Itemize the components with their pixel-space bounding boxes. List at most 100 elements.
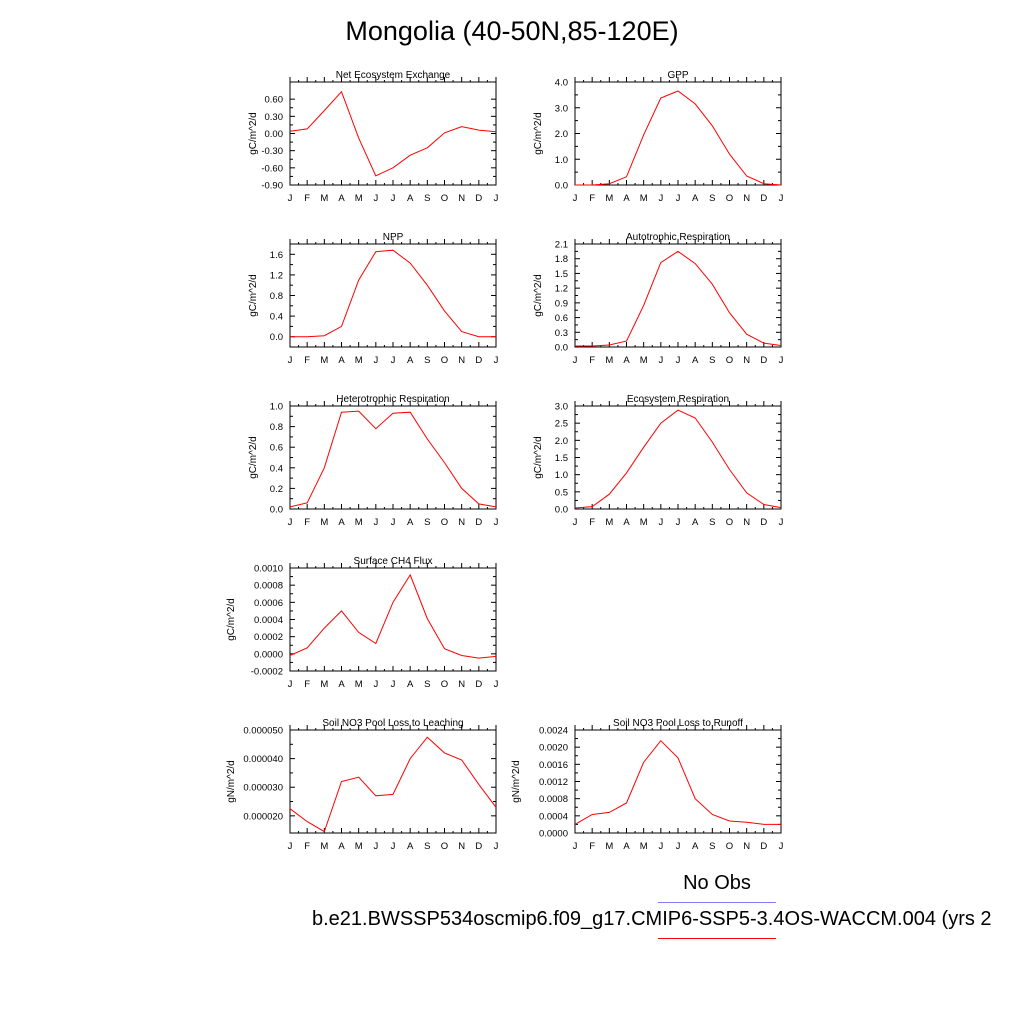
y-tick-label: 0.000030	[243, 783, 283, 794]
x-tick-label: J	[391, 355, 396, 366]
y-tick-label: 0.0	[270, 332, 283, 343]
x-tick-label: A	[407, 679, 414, 690]
y-tick-label: 0.8	[270, 422, 283, 433]
x-tick-label: J	[779, 517, 784, 528]
x-tick-label: J	[494, 193, 499, 204]
y-tick-label: 0.0016	[539, 760, 568, 771]
y-tick-label: 0.000040	[243, 754, 283, 765]
y-tick-label: 0.0	[555, 181, 568, 192]
y-tick-label: 0.0002	[254, 632, 283, 643]
x-tick-label: D	[760, 841, 767, 852]
x-tick-label: N	[458, 679, 465, 690]
panel-title: Soil NO3 Pool Loss to Runoff	[613, 718, 743, 729]
x-tick-label: J	[373, 841, 378, 852]
x-tick-label: N	[458, 517, 465, 528]
x-tick-label: A	[692, 517, 699, 528]
x-tick-label: F	[589, 517, 595, 528]
x-tick-label: F	[304, 355, 310, 366]
x-tick-label: M	[605, 841, 613, 852]
x-tick-label: A	[692, 193, 699, 204]
y-tick-label: 1.5	[555, 453, 568, 464]
x-tick-label: J	[658, 517, 663, 528]
plot-frame	[574, 729, 782, 834]
y-tick-label: 0.4	[270, 463, 283, 474]
x-tick-label: N	[743, 517, 750, 528]
y-axis-label: gC/m^2/d	[533, 274, 544, 317]
y-tick-label: 2.0	[555, 436, 568, 447]
x-tick-label: J	[373, 355, 378, 366]
series-line	[289, 573, 497, 659]
x-tick-label: J	[676, 355, 681, 366]
x-tick-label: A	[623, 841, 630, 852]
page-title: Mongolia (40-50N,85-120E)	[345, 16, 679, 46]
x-tick-label: J	[779, 841, 784, 852]
x-tick-label: M	[640, 841, 648, 852]
y-tick-label: 2.1	[555, 240, 568, 251]
y-tick-label: 1.5	[555, 269, 568, 280]
x-tick-label: A	[338, 517, 345, 528]
panel-title: Heterotrophic Respiration	[336, 394, 449, 405]
x-tick-label: N	[458, 355, 465, 366]
x-tick-label: D	[760, 193, 767, 204]
legend-obs-line	[658, 902, 776, 903]
x-tick-label: J	[658, 355, 663, 366]
x-tick-label: J	[573, 517, 578, 528]
x-tick-label: J	[288, 193, 293, 204]
x-tick-label: J	[573, 355, 578, 366]
x-tick-label: A	[623, 193, 630, 204]
y-tick-label: 0.60	[265, 95, 284, 106]
y-tick-label: 4.0	[555, 78, 568, 89]
series-line	[289, 90, 497, 177]
x-tick-label: J	[494, 517, 499, 528]
y-tick-label: 0.0008	[254, 581, 283, 592]
x-tick-label: S	[424, 841, 430, 852]
x-tick-label: S	[424, 193, 430, 204]
plot-frame	[289, 405, 497, 510]
x-tick-label: S	[709, 517, 715, 528]
x-tick-label: O	[726, 517, 733, 528]
y-axis-label: gC/m^2/d	[248, 274, 259, 317]
plot-frame	[574, 243, 782, 348]
y-tick-label: 1.2	[555, 284, 568, 295]
y-tick-label: 0.4	[270, 312, 283, 323]
legend-case-label: b.e21.BWSSP534oscmip6.f09_g17.CMIP6-SSP5…	[312, 908, 992, 930]
plot-frame	[289, 243, 497, 348]
x-tick-label: D	[475, 679, 482, 690]
x-tick-label: J	[391, 517, 396, 528]
y-tick-label: -0.60	[261, 163, 283, 174]
y-axis-label: gN/m^2/d	[226, 760, 237, 803]
x-tick-label: O	[441, 841, 448, 852]
x-tick-label: O	[441, 193, 448, 204]
y-tick-label: 0.0	[555, 505, 568, 516]
x-tick-label: D	[475, 355, 482, 366]
y-tick-label: 0.6	[555, 313, 568, 324]
y-tick-label: 2.5	[555, 419, 568, 430]
x-tick-label: J	[391, 193, 396, 204]
x-tick-label: S	[709, 841, 715, 852]
x-tick-label: A	[407, 193, 414, 204]
x-tick-label: F	[304, 679, 310, 690]
x-tick-label: S	[709, 355, 715, 366]
x-tick-label: D	[760, 517, 767, 528]
x-tick-label: O	[441, 517, 448, 528]
x-tick-label: J	[779, 355, 784, 366]
x-tick-label: M	[355, 517, 363, 528]
y-tick-label: 0.0000	[539, 829, 568, 840]
x-tick-label: A	[407, 841, 414, 852]
y-axis-label: gN/m^2/d	[511, 760, 522, 803]
y-tick-label: 0.000050	[243, 726, 283, 737]
x-tick-label: O	[441, 679, 448, 690]
x-tick-label: J	[676, 841, 681, 852]
x-tick-label: J	[676, 193, 681, 204]
y-tick-label: 0.5	[555, 487, 568, 498]
x-tick-label: F	[304, 193, 310, 204]
y-tick-label: 0.0008	[539, 794, 568, 805]
plot-frame	[289, 81, 497, 186]
panel-title: Net Ecosystem Exchange	[336, 70, 451, 81]
x-tick-label: M	[605, 355, 613, 366]
y-tick-label: 0.2	[270, 484, 283, 495]
